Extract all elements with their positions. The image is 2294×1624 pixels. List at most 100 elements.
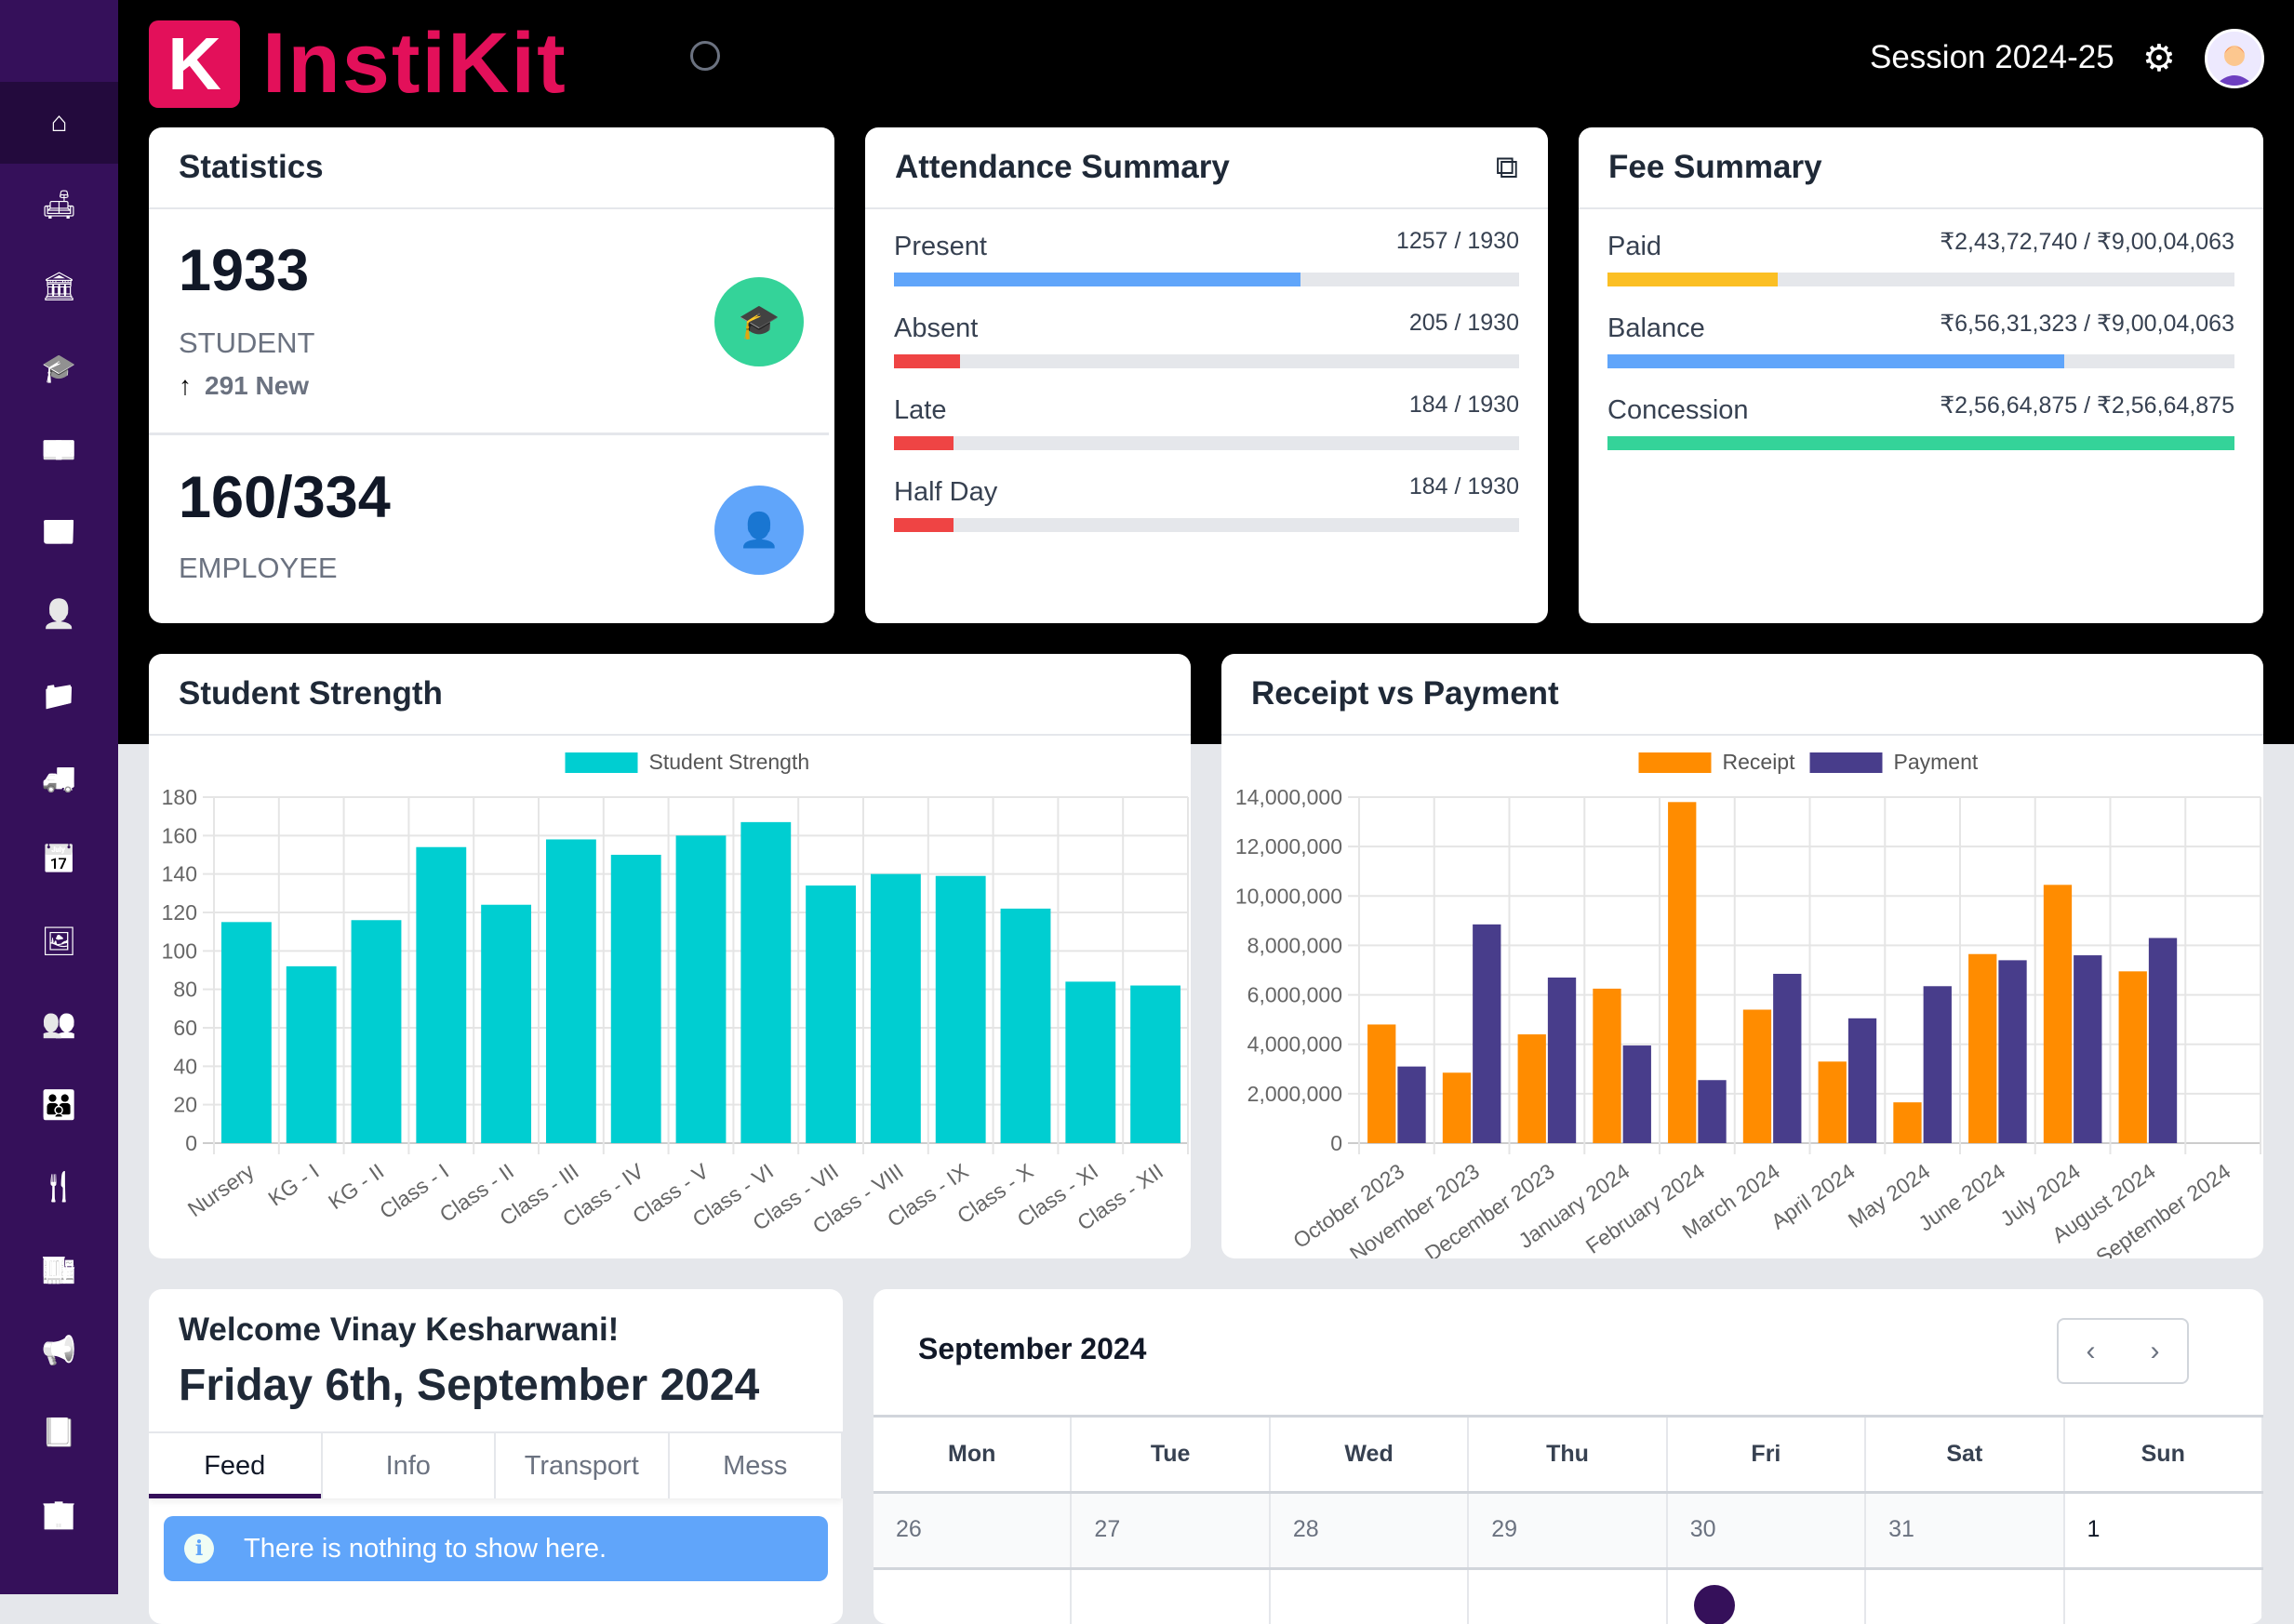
calendar-day[interactable]: 26 xyxy=(874,1494,1073,1567)
sidebar-item-bullhorn[interactable]: 📢 xyxy=(0,1310,118,1391)
bar-payment[interactable] xyxy=(2148,938,2178,1143)
calendar-day[interactable] xyxy=(1271,1570,1470,1624)
bar-receipt[interactable] xyxy=(2043,885,2073,1143)
y-tick-label: 8,000,000 xyxy=(1247,933,1342,957)
sidebar-item-image[interactable]: 🖼 xyxy=(0,900,118,982)
calendar-day[interactable] xyxy=(1469,1570,1668,1624)
calendar-day[interactable] xyxy=(1072,1570,1271,1624)
calendar-day[interactable] xyxy=(2065,1570,2263,1624)
bar-payment[interactable] xyxy=(1397,1066,1426,1143)
sidebar-item-book[interactable]: 📘 xyxy=(0,1391,118,1473)
calendar-day[interactable] xyxy=(1668,1570,1867,1624)
calendar-day[interactable]: 30 xyxy=(1667,1494,1867,1567)
calendar-day[interactable]: 27 xyxy=(1072,1494,1271,1567)
sidebar: ⌂ 🛋 🏛 🎓 💵 📰 👤 📁 🚚 📅 🖼 👥 👪 🍴 🏬 📢 📘 🏢 xyxy=(0,0,118,1594)
sidebar-item-utensils[interactable]: 🍴 xyxy=(0,1146,118,1228)
sidebar-item-graduate[interactable]: 🎓 xyxy=(0,327,118,409)
bar-receipt[interactable] xyxy=(1893,1102,1922,1143)
sidebar-item-newspaper[interactable]: 📰 xyxy=(0,491,118,573)
sidebar-item-calendar[interactable]: 📅 xyxy=(0,819,118,900)
bar-student-strength[interactable] xyxy=(286,965,337,1143)
calendar-day[interactable]: 1 xyxy=(2064,1494,2263,1567)
sidebar-item-money[interactable]: 💵 xyxy=(0,409,118,491)
y-tick-label: 6,000,000 xyxy=(1247,983,1342,1007)
sidebar-item-warehouse[interactable]: 🏬 xyxy=(0,1228,118,1310)
external-link-icon[interactable]: ⧉ xyxy=(1495,149,1518,185)
row-label: Late xyxy=(894,395,947,425)
row-value: 205 / 1930 xyxy=(1408,310,1519,336)
sidebar-item-sofa[interactable]: 🛋 xyxy=(0,164,118,246)
progress-bar xyxy=(894,273,1519,286)
bar-student-strength[interactable] xyxy=(481,904,532,1143)
calendar-day[interactable]: 31 xyxy=(1866,1494,2065,1567)
card-title: Statistics xyxy=(179,149,324,185)
gear-icon[interactable]: ⚙ xyxy=(2142,38,2176,79)
bar-payment[interactable] xyxy=(2074,955,2102,1143)
sidebar-item-users-group[interactable]: 👪 xyxy=(0,1064,118,1146)
bar-receipt[interactable] xyxy=(1742,1009,1772,1143)
bar-student-strength[interactable] xyxy=(806,885,857,1143)
bar-student-strength[interactable] xyxy=(1065,981,1116,1143)
bar-student-strength[interactable] xyxy=(740,821,792,1143)
tab-transport[interactable]: Transport xyxy=(496,1433,670,1498)
session-selector[interactable]: Session 2024-25 xyxy=(1870,39,2114,75)
bar-receipt[interactable] xyxy=(1517,1034,1546,1143)
row-label: Present xyxy=(894,232,987,261)
bar-student-strength[interactable] xyxy=(220,922,272,1143)
bar-student-strength[interactable] xyxy=(545,839,596,1143)
bar-student-strength[interactable] xyxy=(675,835,727,1143)
bar-payment[interactable] xyxy=(1622,1045,1651,1143)
tab-mess[interactable]: Mess xyxy=(670,1433,843,1498)
sidebar-item-bank[interactable]: 🏛 xyxy=(0,246,118,327)
weekday-sat: Sat xyxy=(1866,1418,2065,1491)
prev-month-button[interactable]: ‹ xyxy=(2086,1335,2096,1366)
bar-receipt[interactable] xyxy=(1442,1072,1472,1143)
avatar[interactable] xyxy=(2205,29,2264,88)
bar-payment[interactable] xyxy=(1847,1018,1877,1143)
bar-receipt[interactable] xyxy=(1818,1061,1847,1143)
sidebar-item-users[interactable]: 👥 xyxy=(0,982,118,1064)
calendar-icon: 📅 xyxy=(41,844,77,875)
calendar-card: September 2024 ‹ › Mon Tue Wed Thu Fri Sat Sun … xyxy=(874,1289,2263,1624)
sidebar-item-home[interactable]: ⌂ xyxy=(0,82,118,164)
bar-payment[interactable] xyxy=(1698,1080,1727,1143)
legend-swatch xyxy=(1638,752,1712,773)
progress-fill xyxy=(894,436,954,450)
next-month-button[interactable]: › xyxy=(2150,1335,2160,1366)
bar-receipt[interactable] xyxy=(1968,953,1997,1143)
legend-label: Student Strength xyxy=(649,750,810,774)
bar-student-strength[interactable] xyxy=(610,855,661,1143)
calendar-day[interactable] xyxy=(874,1570,1073,1624)
bar-student-strength[interactable] xyxy=(351,920,402,1143)
bar-payment[interactable] xyxy=(1473,924,1501,1143)
bar-student-strength[interactable] xyxy=(1130,985,1181,1143)
bar-payment[interactable] xyxy=(1773,973,1802,1143)
calendar-day[interactable]: 28 xyxy=(1270,1494,1470,1567)
calendar-month-title: September 2024 xyxy=(918,1332,1147,1365)
bar-receipt[interactable] xyxy=(1593,988,1621,1143)
row-value: 184 / 1930 xyxy=(1408,473,1519,499)
new-students: ↑ 291 New xyxy=(179,371,310,400)
bar-receipt[interactable] xyxy=(1668,802,1697,1143)
bar-student-strength[interactable] xyxy=(416,846,467,1143)
bar-student-strength[interactable] xyxy=(935,875,986,1143)
sidebar-item-folder[interactable]: 📁 xyxy=(0,655,118,737)
sidebar-item-building[interactable]: 🏢 xyxy=(0,1473,118,1555)
student-strength-card: Student Strength Student Strength 0 20 40 60… xyxy=(149,654,1191,1258)
logo[interactable]: K InstiKit xyxy=(149,15,567,113)
weekday-fri: Fri xyxy=(1668,1418,1867,1491)
bar-student-strength[interactable] xyxy=(1000,908,1051,1143)
tab-info[interactable]: Info xyxy=(323,1433,496,1498)
bar-payment[interactable] xyxy=(1998,960,2027,1143)
bar-receipt[interactable] xyxy=(1367,1024,1396,1143)
bar-student-strength[interactable] xyxy=(870,873,921,1143)
sidebar-item-user-tie[interactable]: 👤 xyxy=(0,573,118,655)
bar-payment[interactable] xyxy=(1547,977,1577,1143)
calendar-day[interactable] xyxy=(1866,1570,2065,1624)
bar-receipt[interactable] xyxy=(2118,971,2147,1143)
bar-payment[interactable] xyxy=(1923,986,1952,1143)
tab-feed[interactable]: Feed xyxy=(149,1433,323,1498)
calendar-day[interactable]: 29 xyxy=(1469,1494,1668,1567)
sidebar-item-truck[interactable]: 🚚 xyxy=(0,737,118,819)
building-icon: 🏢 xyxy=(41,1498,77,1530)
